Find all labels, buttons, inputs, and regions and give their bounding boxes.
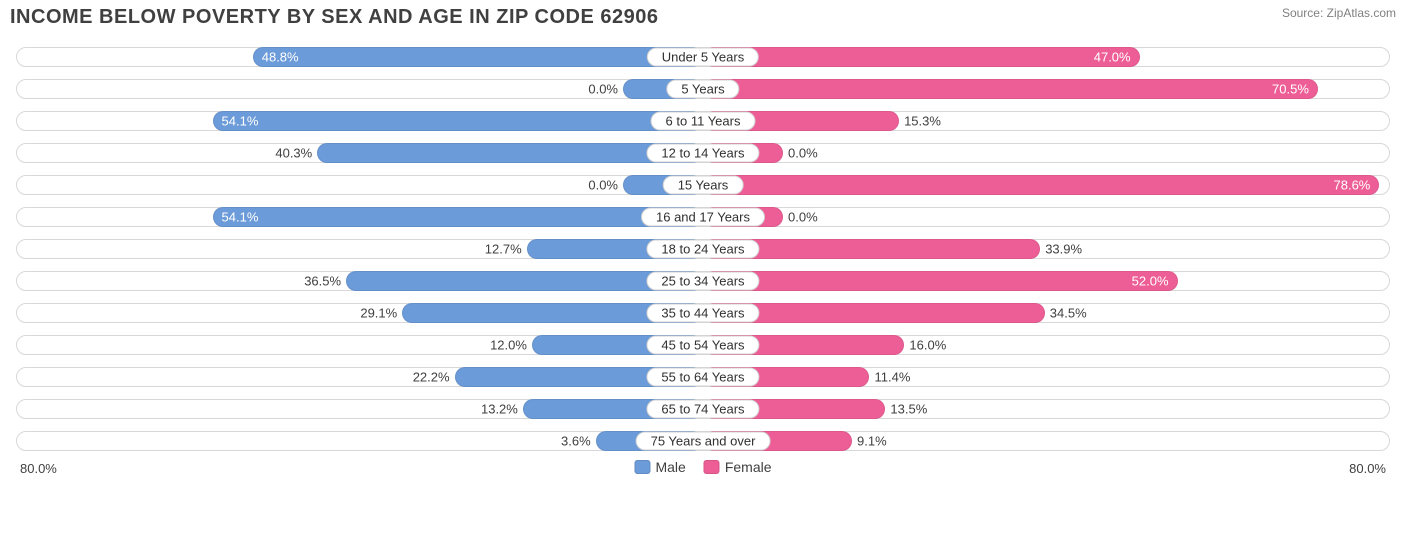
chart-row: 54.1% 15.3% 6 to 11 Years <box>10 107 1396 135</box>
chart-row: 22.2% 11.4% 55 to 64 Years <box>10 363 1396 391</box>
category-label: 65 to 74 Years <box>646 400 759 419</box>
category-label: 25 to 34 Years <box>646 272 759 291</box>
axis-label-left: 80.0% <box>20 461 57 476</box>
value-female: 34.5% <box>1044 306 1087 321</box>
value-male: 54.1% <box>222 210 259 225</box>
bar-male: 40.3% <box>317 143 703 163</box>
legend-label-female: Female <box>725 459 772 475</box>
value-male: 0.0% <box>588 82 624 97</box>
axis-label-right: 80.0% <box>1349 461 1386 476</box>
legend-swatch-female <box>704 460 720 474</box>
category-label: 5 Years <box>666 80 739 99</box>
chart-title: INCOME BELOW POVERTY BY SEX AND AGE IN Z… <box>10 6 659 29</box>
value-male: 13.2% <box>481 402 524 417</box>
bar-female: 78.6% <box>703 175 1379 195</box>
value-female: 0.0% <box>782 210 818 225</box>
chart-legend: Male Female <box>634 459 771 475</box>
value-female: 11.4% <box>868 370 910 385</box>
value-male: 40.3% <box>275 146 318 161</box>
value-male: 12.0% <box>490 338 533 353</box>
value-female: 33.9% <box>1039 242 1082 257</box>
category-label: 75 Years and over <box>636 432 771 451</box>
poverty-chart: INCOME BELOW POVERTY BY SEX AND AGE IN Z… <box>0 0 1406 493</box>
value-male: 12.7% <box>485 242 528 257</box>
chart-row: 36.5% 52.0% 25 to 34 Years <box>10 267 1396 295</box>
category-label: Under 5 Years <box>647 48 759 67</box>
bar-female: 47.0% <box>703 47 1140 67</box>
chart-row: 13.2% 13.5% 65 to 74 Years <box>10 395 1396 423</box>
chart-row: 3.6% 9.1% 75 Years and over <box>10 427 1396 455</box>
chart-row: 48.8% 47.0% Under 5 Years <box>10 43 1396 71</box>
value-male: 3.6% <box>561 434 597 449</box>
category-label: 35 to 44 Years <box>646 304 759 323</box>
value-male: 29.1% <box>360 306 403 321</box>
legend-male: Male <box>634 459 685 475</box>
value-female: 0.0% <box>782 146 818 161</box>
bar-female: 70.5% <box>703 79 1318 99</box>
value-female: 9.1% <box>851 434 887 449</box>
category-label: 12 to 14 Years <box>646 144 759 163</box>
value-female: 52.0% <box>1132 274 1169 289</box>
value-female: 16.0% <box>903 338 946 353</box>
value-male: 36.5% <box>304 274 347 289</box>
chart-axis: 80.0% Male Female 80.0% <box>10 459 1396 483</box>
value-male: 0.0% <box>588 178 624 193</box>
value-female: 13.5% <box>884 402 927 417</box>
bar-male: 54.1% <box>213 111 703 131</box>
chart-rows: 48.8% 47.0% Under 5 Years 0.0% 70.5% 5 Years 5… <box>10 43 1396 455</box>
chart-row: 12.7% 33.9% 18 to 24 Years <box>10 235 1396 263</box>
chart-row: 29.1% 34.5% 35 to 44 Years <box>10 299 1396 327</box>
category-label: 55 to 64 Years <box>646 368 759 387</box>
category-label: 18 to 24 Years <box>646 240 759 259</box>
bar-male: 48.8% <box>253 47 703 67</box>
chart-header: INCOME BELOW POVERTY BY SEX AND AGE IN Z… <box>10 6 1396 29</box>
legend-swatch-male <box>634 460 650 474</box>
bar-female: 52.0% <box>703 271 1178 291</box>
category-label: 45 to 54 Years <box>646 336 759 355</box>
value-male: 22.2% <box>413 370 456 385</box>
chart-row: 54.1% 0.0% 16 and 17 Years <box>10 203 1396 231</box>
value-female: 78.6% <box>1334 178 1371 193</box>
chart-row: 12.0% 16.0% 45 to 54 Years <box>10 331 1396 359</box>
category-label: 15 Years <box>663 176 744 195</box>
value-male: 48.8% <box>262 50 299 65</box>
value-male: 54.1% <box>222 114 259 129</box>
chart-row: 0.0% 78.6% 15 Years <box>10 171 1396 199</box>
legend-female: Female <box>704 459 772 475</box>
bar-male: 54.1% <box>213 207 703 227</box>
category-label: 16 and 17 Years <box>641 208 765 227</box>
chart-source: Source: ZipAtlas.com <box>1282 6 1396 20</box>
value-female: 70.5% <box>1272 82 1309 97</box>
category-label: 6 to 11 Years <box>651 112 756 131</box>
value-female: 15.3% <box>898 114 941 129</box>
value-female: 47.0% <box>1094 50 1131 65</box>
chart-row: 40.3% 0.0% 12 to 14 Years <box>10 139 1396 167</box>
legend-label-male: Male <box>655 459 685 475</box>
chart-row: 0.0% 70.5% 5 Years <box>10 75 1396 103</box>
